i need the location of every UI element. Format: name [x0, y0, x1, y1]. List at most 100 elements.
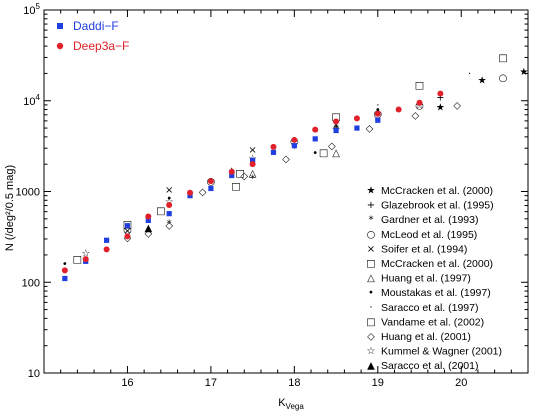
deep3a-point [291, 136, 298, 143]
literature-point: × [165, 185, 173, 196]
legend-literature-label: Saracco et al. (1997) [381, 302, 478, 314]
literature-point: ◇ [199, 187, 207, 198]
legend-literature-marker: □ [366, 259, 375, 270]
literature-point: * [292, 144, 297, 155]
legend-literature-label: Moustakas et al. (1997) [381, 287, 491, 299]
literature-point: • [62, 259, 68, 270]
legend-literature-label: Gardner et al. (1993) [381, 214, 478, 226]
daddi-point [208, 185, 214, 192]
literature-point: ○ [499, 73, 508, 84]
literature-point: ◇ [282, 154, 290, 165]
literature-point: + [436, 92, 444, 103]
daddi-point [103, 237, 110, 243]
literature-point: ◇ [366, 124, 374, 135]
literature-point: ☆ [81, 249, 90, 260]
deep3a-point [207, 178, 214, 185]
legend-literature-label: Glazebrook et al. (1995) [381, 200, 494, 212]
deep3a-point [270, 143, 277, 150]
x-axis-ticks: 16 17 18 19 20 [60, 10, 529, 389]
x-tick-label: 20 [455, 377, 467, 389]
literature-point: □ [235, 168, 244, 179]
daddi-point [333, 127, 339, 134]
legend-literature-label: Kummel & Wagner (2001) [381, 346, 502, 358]
literature-point: □ [415, 80, 424, 91]
daddi-point [291, 143, 297, 149]
legend-literature-label: McCracken et al. (2000) [381, 258, 493, 270]
daddi-point [354, 125, 360, 131]
legend-literature-marker: • [368, 288, 374, 299]
legend-literature-marker: ★ [367, 186, 376, 197]
x-axis-label: KVega [278, 397, 304, 411]
literature-point: ☆ [415, 100, 424, 111]
deep3a-point [103, 246, 110, 253]
x-tick-label: 16 [121, 377, 133, 389]
daddi-point [145, 217, 151, 224]
legend-literature-label: Soifer et al. (1994) [381, 243, 467, 255]
data-points: ★★★+****○○○○○○××××□□□□□△△•••••···□□□□◇◇◇… [61, 53, 528, 282]
x-axis-label-main: K [278, 397, 286, 409]
legend-literature-marker: + [367, 200, 375, 211]
literature-point: □ [231, 181, 240, 192]
deep3a-point [333, 118, 340, 125]
literature-point: □ [498, 53, 507, 64]
literature-point: × [248, 145, 256, 156]
legend-literature-marker: ☆ [367, 346, 376, 357]
legend-literature-marker: ▲ [367, 361, 375, 372]
legend-top-label: Deep3a−F [73, 39, 129, 53]
deep3a-point [374, 110, 381, 117]
legend-literature-label: Saracco et al. (2001) [381, 360, 478, 372]
literature-point: △ [332, 148, 340, 159]
deep3a-point [416, 99, 423, 106]
deep3a-point [166, 201, 173, 208]
deep3a-point [124, 233, 131, 240]
y-tick-label: 1000 [16, 187, 40, 199]
literature-point: ◇ [328, 141, 336, 152]
legend-literature-marker: * [369, 215, 374, 226]
literature-point: • [166, 193, 172, 204]
literature-point: △ [249, 168, 257, 179]
deep3a-point [61, 267, 68, 274]
daddi-point [62, 275, 68, 282]
legend-literature-label: Huang et al. (2001) [381, 331, 471, 343]
literature-point: □ [319, 148, 328, 159]
legend-literature-label: McCracken et al. (2000) [381, 185, 493, 197]
legend-literature-label: McLeod et al. (1995) [381, 229, 477, 241]
legend-literature-marker: ◇ [367, 332, 375, 343]
literature-point: □ [156, 206, 165, 217]
literature-point: ★ [478, 75, 487, 86]
y-axis-ticks: 10 100 1000 104 105 [16, 2, 528, 380]
literature-point: • [312, 148, 318, 159]
literature-point: ◇ [240, 171, 248, 182]
deep3a-point [187, 189, 194, 196]
legend-literature-label: Vandame et al. (2002) [381, 316, 484, 328]
legend-literature-marker: △ [367, 273, 375, 284]
literature-point: × [332, 120, 340, 131]
legend-daddi-marker [57, 23, 63, 29]
y-tick-label: 100 [22, 277, 40, 289]
legend-literature-marker: · [369, 302, 372, 313]
legend-literature-marker: ○ [367, 229, 376, 240]
legend-deep3a-marker [56, 42, 64, 50]
legend-literature-marker: □ [366, 317, 375, 328]
daddi-point [229, 172, 235, 179]
literature-point: ○ [415, 100, 424, 111]
daddi-point [375, 117, 381, 123]
literature-point: □ [331, 112, 340, 123]
legend-literature-marker: × [367, 244, 375, 255]
deep3a-point [228, 168, 235, 175]
y-axis-label: N (/deg²/0.5 mag) [4, 165, 16, 251]
literature-point: ★ [436, 103, 445, 114]
literature-point: ◇ [411, 110, 419, 121]
y-tick-label: 10 [28, 368, 40, 380]
literature-point: ▲ [144, 223, 152, 234]
x-tick-label: 18 [288, 377, 300, 389]
daddi-point [124, 223, 131, 229]
daddi-point [250, 157, 256, 164]
literature-point: • [375, 105, 381, 116]
x-tick-label: 17 [205, 377, 217, 389]
literature-point: ◇ [165, 220, 173, 231]
deep3a-point [395, 106, 402, 113]
legend-top-label: Daddi−F [73, 19, 119, 33]
legend-literature: ★ McCracken et al. (2000) + Glazebrook et a… [366, 185, 502, 372]
